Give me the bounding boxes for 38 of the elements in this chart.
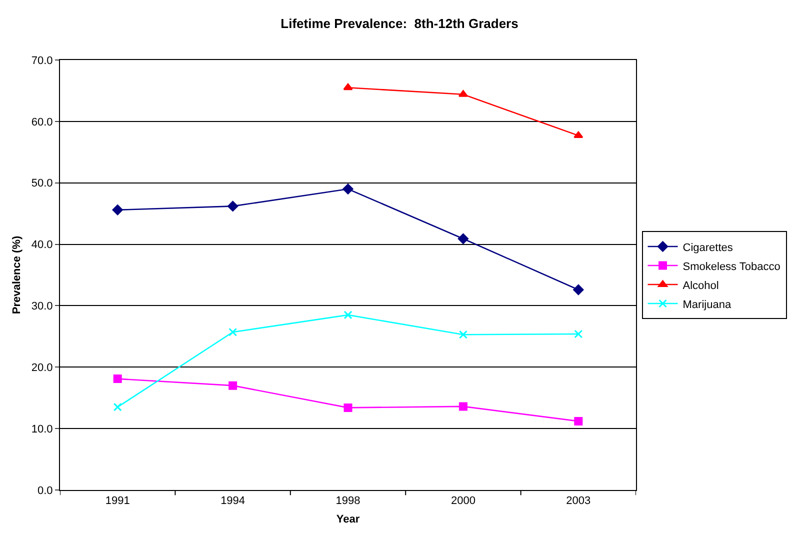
y-tick-label: 0.0 xyxy=(38,484,53,497)
x-axis-title: Year xyxy=(336,513,360,526)
point xyxy=(112,204,123,216)
point xyxy=(343,83,353,90)
point xyxy=(574,416,583,426)
x-tick-label: 1994 xyxy=(220,495,246,508)
point xyxy=(113,402,122,412)
point xyxy=(228,381,238,390)
legend-label: Marijuana xyxy=(682,298,732,311)
point xyxy=(228,200,238,212)
point xyxy=(458,402,468,411)
y-axis-title: Prevalence (%) xyxy=(11,236,24,314)
point xyxy=(458,90,468,97)
x-tick-label: 2003 xyxy=(566,495,591,508)
point xyxy=(344,403,352,412)
point xyxy=(344,310,352,320)
y-tick-label: 30.0 xyxy=(31,300,53,313)
x-tick-label: 1991 xyxy=(105,495,130,508)
point xyxy=(574,131,584,138)
x-tick-label: 1998 xyxy=(336,495,360,508)
y-tick-label: 20.0 xyxy=(31,362,53,374)
point xyxy=(574,330,583,338)
legend-label: Alcohol xyxy=(682,280,719,292)
point xyxy=(342,184,354,194)
chart-title: Lifetime Prevalence: 8th-12th Graders xyxy=(280,16,518,31)
legend-label: Smokeless Tobacco xyxy=(682,260,780,273)
y-tick-label: 50.0 xyxy=(31,178,53,190)
point xyxy=(458,330,468,339)
legend-label: Cigarettes xyxy=(682,242,734,254)
y-tick-label: 10.0 xyxy=(31,423,53,436)
y-tick-label: 40.0 xyxy=(31,239,53,252)
x-tick-label: 2000 xyxy=(450,495,476,508)
y-tick-label: 60.0 xyxy=(31,116,53,128)
y-tick-label: 70.0 xyxy=(31,54,53,67)
point xyxy=(573,284,584,296)
point xyxy=(458,233,468,244)
point xyxy=(228,328,238,336)
point xyxy=(113,374,122,384)
